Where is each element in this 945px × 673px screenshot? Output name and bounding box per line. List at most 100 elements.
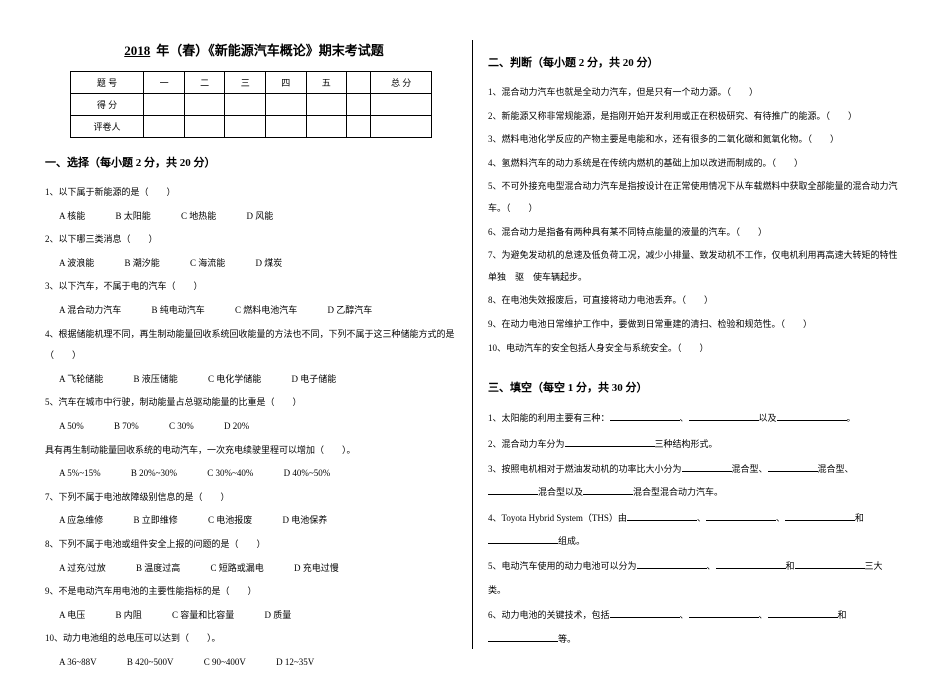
opt: D 20%: [224, 416, 249, 438]
blank: [785, 511, 855, 521]
fill-text: 3、按照电机相对于燃油发动机的功率比大小分为: [488, 464, 682, 474]
td-cell: [144, 116, 185, 138]
q10-options: A 36~88V B 420~500V C 90~400V D 12~35V: [45, 652, 457, 673]
q2: 2、以下哪三类消息（ ）: [45, 229, 457, 251]
opt: C 容量和比容量: [172, 605, 234, 627]
td-cell: [306, 94, 347, 116]
q9: 9、不是电动汽车用电池的主要性能指标的是（ ）: [45, 581, 457, 603]
blank: [627, 511, 697, 521]
blank: [689, 411, 759, 421]
blank: [565, 437, 655, 447]
section2-header: 二、判断（每小题 2 分，共 20 分）: [488, 54, 900, 70]
judge-q4: 4、氢燃料汽车的动力系统是在传统内燃机的基础上加以改进而制成的。（ ）: [488, 153, 900, 175]
exam-title: 2018年（春）《新能源汽车概论》期末考试题: [45, 40, 457, 59]
opt: B 纯电动汽车: [152, 300, 205, 322]
td-label: 评卷人: [70, 116, 144, 138]
fill-q3: 3、按照电机相对于燃油发动机的功率比大小分为混合型、混合型、混合型以及混合型混合…: [488, 458, 900, 505]
q8: 8、下列不属于电池或组件安全上报的问题的是（ ）: [45, 534, 457, 556]
blank: [706, 511, 776, 521]
q6-options: A 5%~15% B 20%~30% C 30%~40% D 40%~50%: [45, 463, 457, 485]
q5: 5、汽车在城市中行驶，制动能量占总驱动能量的比重是（ ）: [45, 392, 457, 414]
fill-text: 组成。: [558, 536, 585, 546]
q7-options: A 应急维修 B 立即维修 C 电池报废 D 电池保养: [45, 510, 457, 532]
opt: A 波浪能: [59, 253, 94, 275]
judge-q7: 7、为避免发动机的怠速及低负荷工况，减少小排量、致发动机不工作，仅电机利用再高速…: [488, 245, 900, 288]
opt: D 电子储能: [292, 369, 337, 391]
judge-q5: 5、不可外接充电型混合动力汽车是指按设计在正常使用情况下从车载燃料中获取全部能量…: [488, 176, 900, 219]
q4-options: A 飞轮储能 B 液压储能 C 电化学储能 D 电子储能: [45, 369, 457, 391]
opt: B 20%~30%: [131, 463, 177, 485]
th-label: 题 号: [70, 72, 144, 94]
judge-q6: 6、混合动力是指备有两种具有某不同特点能量的液量的汽车。（ ）: [488, 222, 900, 244]
section3-header: 三、填空（每空 1 分，共 30 分）: [488, 379, 900, 395]
fill-q4: 4、Toyota Hybrid System（THS）由、、和组成。: [488, 507, 900, 554]
opt: A 飞轮储能: [59, 369, 103, 391]
left-column: 2018年（春）《新能源汽车概论》期末考试题 题 号 一 二 三 四 五 总 分…: [30, 40, 473, 649]
fill-text: 等。: [558, 634, 576, 644]
td-cell: [370, 94, 431, 116]
opt: A 36~88V: [59, 652, 97, 673]
judge-q10: 10、电动汽车的安全包括人身安全与系统安全。（ ）: [488, 338, 900, 360]
opt: B 温度过高: [136, 558, 180, 580]
opt: C 电池报废: [208, 510, 252, 532]
fill-q6: 6、动力电池的关键技术，包括 、 、 和等。: [488, 604, 900, 651]
td-cell: [370, 116, 431, 138]
q8-options: A 过充/过放 B 温度过高 C 短路或漏电 D 充电过慢: [45, 558, 457, 580]
table-row: 得 分: [70, 94, 432, 116]
opt: D 充电过慢: [294, 558, 339, 580]
fill-text: 1、太阳能的利用主要有三种：: [488, 413, 610, 423]
blank: [637, 559, 707, 569]
fill-text: 、: [680, 610, 689, 620]
td-cell: [225, 94, 266, 116]
q2-options: A 波浪能 B 潮汐能 C 海流能 D 煤炭: [45, 253, 457, 275]
fill-q2: 2、混合动力车分为三种结构形式。: [488, 433, 900, 456]
fill-q5: 5、电动汽车使用的动力电池可以分为、和三大类。: [488, 555, 900, 602]
fill-text: 4、Toyota Hybrid System（THS）由: [488, 513, 627, 523]
td-cell: [265, 94, 306, 116]
opt: D 风能: [247, 206, 274, 228]
table-row: 题 号 一 二 三 四 五 总 分: [70, 72, 432, 94]
judge-q2: 2、新能源又称非常规能源，是指刚开始开发利用或正在积极研究、有待推广的能源。（ …: [488, 106, 900, 128]
blank: [795, 559, 865, 569]
fill-text: 和: [786, 561, 795, 571]
title-text: 年（春）《新能源汽车概论》期末考试题: [156, 43, 384, 58]
th-col: 四: [265, 72, 306, 94]
fill-text: 混合型、: [732, 464, 768, 474]
fill-text: 、: [759, 610, 768, 620]
score-table: 题 号 一 二 三 四 五 总 分 得 分 评卷人: [70, 71, 433, 138]
opt: A 电压: [59, 605, 85, 627]
judge-q3: 3、燃料电池化学反应的产物主要是电能和水，还有很多的二氧化碳和氮氧化物。（ ）: [488, 129, 900, 151]
judge-q9: 9、在动力电池日常维护工作中，要做到日常重建的清扫、检验和规范性。（ ）: [488, 314, 900, 336]
q9-options: A 电压 B 内阻 C 容量和比容量 D 质量: [45, 605, 457, 627]
opt: A 应急维修: [59, 510, 103, 532]
opt: B 潮汐能: [125, 253, 160, 275]
opt: B 70%: [114, 416, 139, 438]
table-row: 评卷人: [70, 116, 432, 138]
section1-header: 一、选择（每小题 2 分，共 20 分）: [45, 154, 457, 170]
fill-text: 5、电动汽车使用的动力电池可以分为: [488, 561, 637, 571]
opt: B 420~500V: [127, 652, 174, 673]
blank: [610, 411, 680, 421]
td-cell: [347, 94, 371, 116]
opt: B 液压储能: [134, 369, 178, 391]
fill-text: 、: [697, 513, 706, 523]
fill-text: 和: [838, 610, 847, 620]
fill-text: 、: [776, 513, 785, 523]
fill-text: 2、混合动力车分为: [488, 439, 565, 449]
judge-q1: 1、混合动力汽车也就是全动力汽车，但是只有一个动力源。（ ）: [488, 82, 900, 104]
q1: 1、以下属于新能源的是（ ）: [45, 182, 457, 204]
fill-text: 混合型混合动力汽车。: [633, 487, 723, 497]
opt: D 煤炭: [256, 253, 283, 275]
q1-options: A 核能 B 太阳能 C 地热能 D 风能: [45, 206, 457, 228]
fill-text: 6、动力电池的关键技术，包括: [488, 610, 610, 620]
blank: [689, 608, 759, 618]
opt: C 海流能: [190, 253, 225, 275]
blank: [610, 608, 680, 618]
blank: [488, 534, 558, 544]
opt: B 立即维修: [134, 510, 178, 532]
blank: [768, 608, 838, 618]
opt: D 质量: [265, 605, 292, 627]
fill-text: 。: [847, 413, 856, 423]
q10: 10、动力电池组的总电压可以达到（ ）。: [45, 628, 457, 650]
opt: D 电池保养: [283, 510, 328, 532]
